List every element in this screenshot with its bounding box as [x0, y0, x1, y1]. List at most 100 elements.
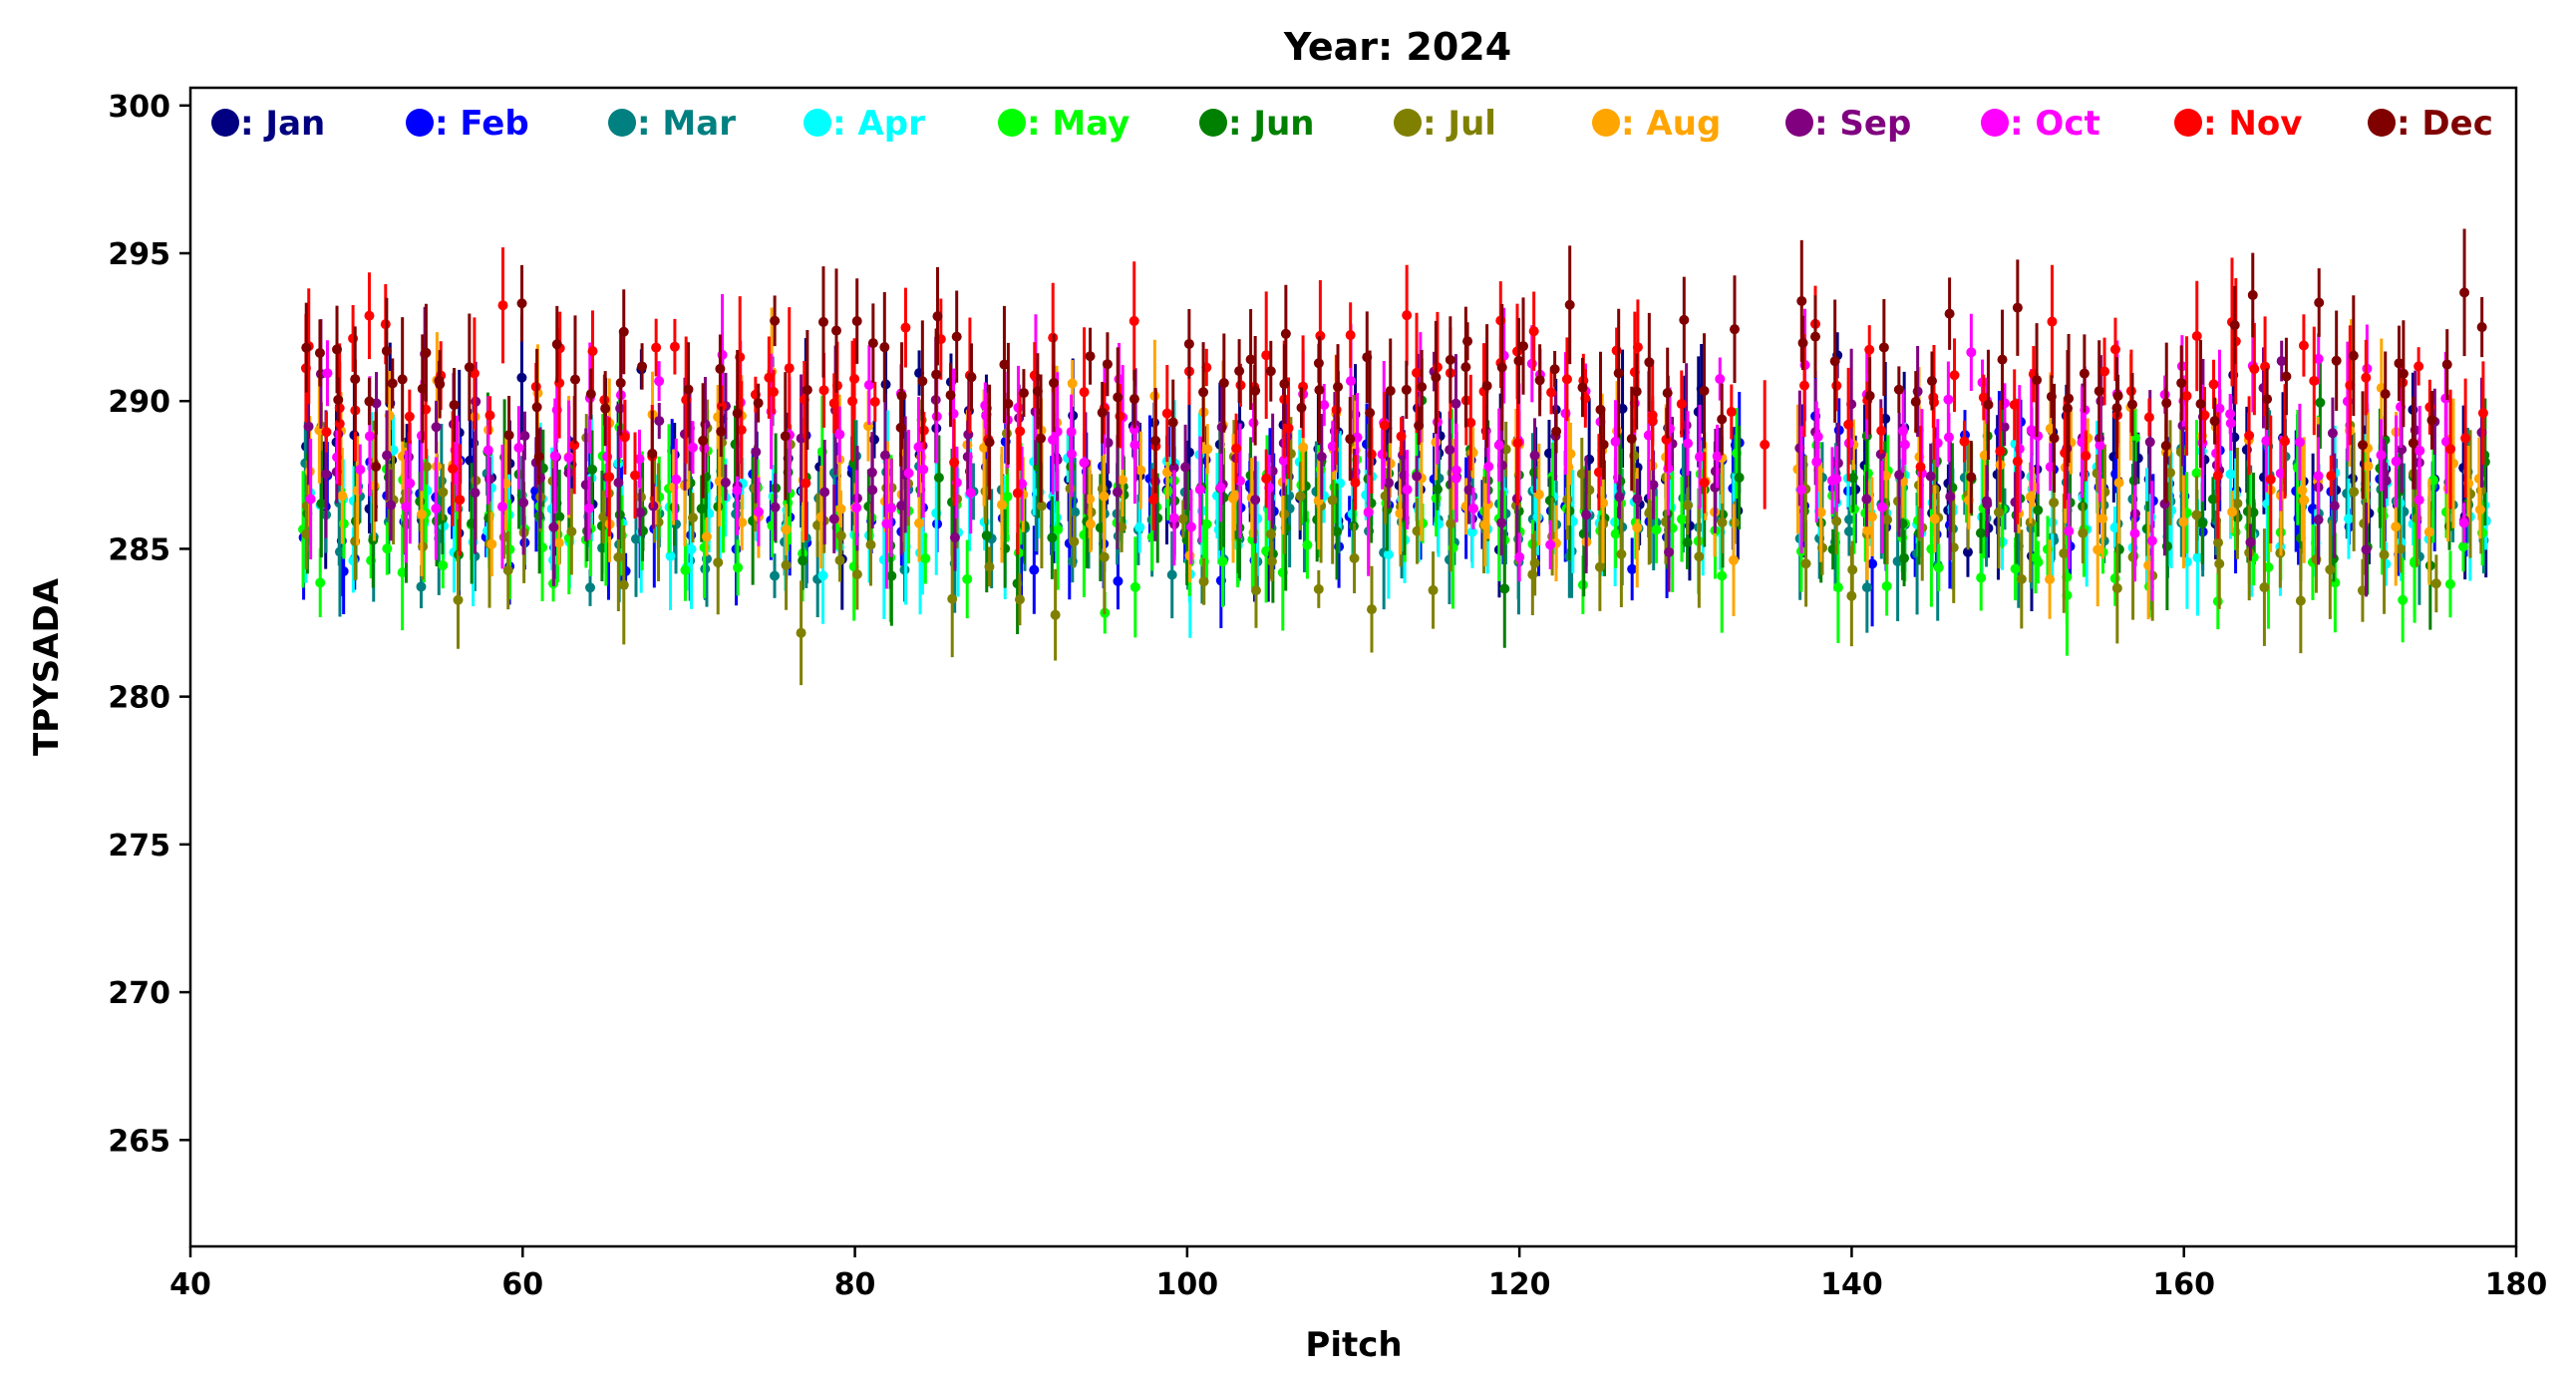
data-point: [896, 501, 907, 512]
data-point: [1734, 472, 1745, 483]
data-point: [2111, 582, 2122, 593]
data-point: [470, 488, 481, 499]
data-point: [1231, 443, 1242, 454]
data-point: [2249, 364, 2260, 375]
data-point: [2329, 501, 2340, 512]
data-point: [1168, 463, 1179, 474]
data-point: [483, 445, 493, 456]
data-point: [2016, 573, 2027, 584]
data-point: [1049, 378, 1060, 389]
data-point: [355, 464, 366, 475]
data-point: [1561, 374, 1572, 385]
data-point: [1717, 570, 1728, 581]
data-point: [1760, 439, 1771, 450]
data-point: [1233, 529, 1244, 540]
data-point: [1036, 433, 1047, 444]
data-point: [502, 564, 513, 575]
data-point: [1402, 484, 1413, 495]
data-point: [2197, 518, 2208, 528]
data-point: [1975, 527, 1986, 538]
data-point: [1332, 526, 1343, 537]
data-point: [371, 461, 382, 472]
legend-marker: [406, 109, 434, 137]
x-tick-label: 80: [834, 1267, 876, 1302]
data-point: [947, 593, 958, 604]
data-point: [1067, 378, 1078, 389]
data-point: [1446, 519, 1456, 529]
data-point: [2093, 386, 2104, 397]
data-point: [1496, 362, 1507, 373]
data-point: [768, 387, 779, 398]
data-point: [2445, 444, 2456, 455]
data-point: [865, 539, 876, 550]
data-point: [817, 570, 828, 581]
data-point: [1450, 398, 1461, 409]
data-point: [314, 347, 325, 358]
data-point: [1644, 357, 1655, 368]
data-point: [1412, 525, 1423, 536]
data-point: [835, 530, 846, 541]
data-point: [1683, 438, 1694, 449]
data-point: [900, 322, 911, 333]
data-point: [2047, 316, 2058, 327]
data-point: [1379, 420, 1390, 431]
data-point: [1899, 552, 1910, 563]
data-point: [1715, 374, 1726, 385]
data-point: [2294, 437, 2305, 448]
data-point: [1113, 575, 1124, 586]
data-point: [549, 451, 560, 462]
data-point: [2143, 412, 2154, 423]
series-aug: [304, 307, 2485, 620]
data-point: [569, 440, 580, 451]
data-point: [1593, 467, 1604, 478]
data-point: [932, 311, 943, 322]
data-point: [1864, 344, 1875, 355]
legend-label: : Feb: [435, 104, 529, 144]
data-point: [867, 338, 878, 349]
data-point: [903, 468, 914, 479]
y-tick-label: 270: [108, 976, 170, 1011]
data-point: [716, 426, 727, 437]
data-point: [965, 488, 976, 499]
x-axis: 40 60 80 100 120 140 160 180: [169, 1246, 2547, 1302]
data-point: [585, 582, 596, 593]
data-point: [1445, 445, 1455, 456]
data-point: [863, 421, 874, 432]
data-point: [2079, 368, 2090, 379]
data-point: [2078, 527, 2089, 538]
data-point: [1177, 514, 1188, 524]
data-point: [1926, 375, 1937, 386]
data-point: [397, 374, 408, 385]
data-point: [1943, 432, 1954, 443]
data-point: [2214, 558, 2225, 569]
data-point: [949, 457, 960, 468]
data-point: [1899, 439, 1910, 450]
data-point: [696, 504, 707, 515]
data-point: [2381, 476, 2392, 487]
data-point: [2379, 549, 2390, 560]
data-point: [834, 554, 845, 565]
data-point: [1893, 384, 1904, 395]
data-point: [2062, 403, 2073, 414]
data-point: [1047, 532, 1058, 543]
data-point: [2093, 544, 2103, 555]
data-point: [1012, 488, 1023, 499]
data-point: [1944, 308, 1955, 319]
data-point: [881, 519, 892, 529]
data-point: [1460, 362, 1471, 373]
data-point: [1099, 551, 1110, 562]
data-point: [1350, 478, 1361, 489]
data-point: [1664, 546, 1675, 557]
data-point: [417, 383, 428, 394]
data-point: [1112, 487, 1123, 498]
data-point: [1198, 576, 1209, 587]
data-point: [1512, 438, 1523, 449]
data-point: [818, 385, 829, 396]
data-point: [751, 447, 762, 458]
legend-item: : Oct: [1981, 104, 2100, 144]
data-point: [448, 464, 459, 475]
data-point: [1384, 478, 1395, 489]
data-point: [1150, 435, 1161, 446]
data-point: [1102, 359, 1113, 370]
data-point: [604, 472, 615, 483]
